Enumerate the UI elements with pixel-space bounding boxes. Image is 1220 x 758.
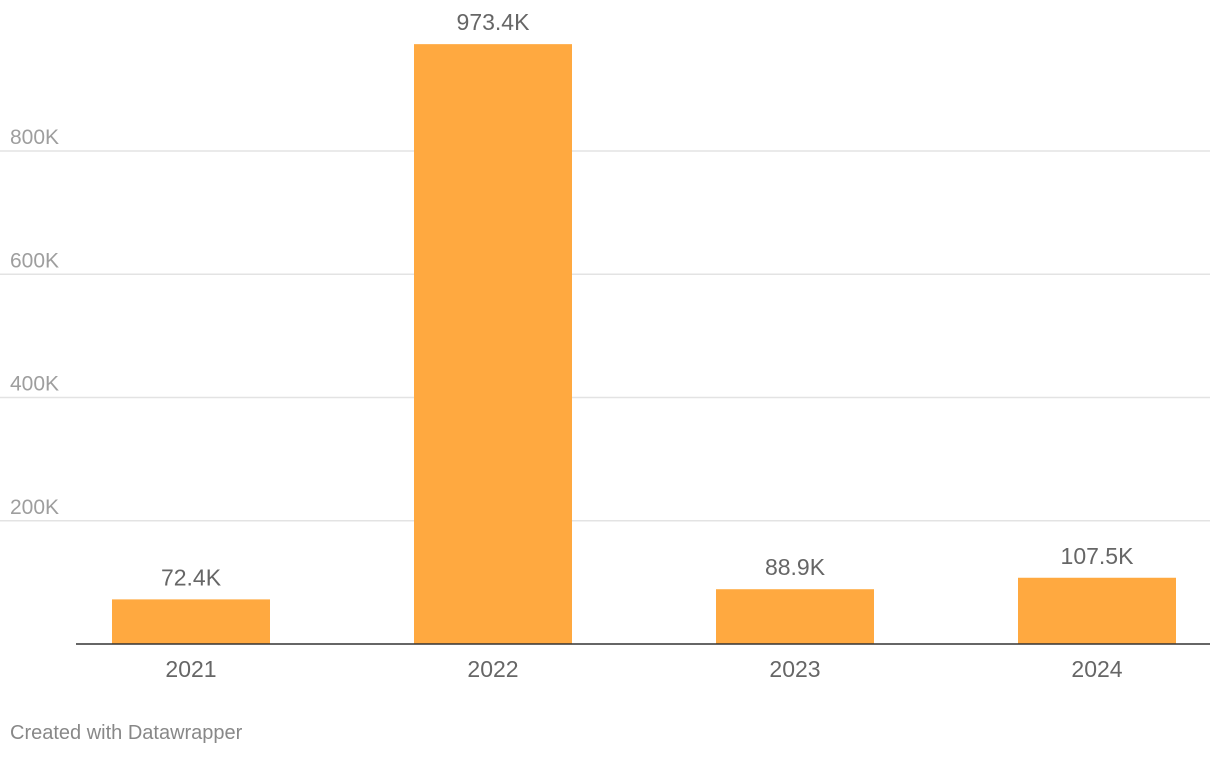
- x-tick-label-2022: 2022: [467, 656, 518, 682]
- y-tick-label: 600K: [10, 249, 59, 272]
- y-tick-label: 200K: [10, 496, 59, 519]
- x-tick-label-2023: 2023: [769, 656, 820, 682]
- y-axis-tick-labels: 200K 400K 600K 800K: [10, 126, 59, 519]
- x-tick-label-2021: 2021: [165, 656, 216, 682]
- bar-2023: [716, 589, 874, 644]
- value-label-2021: 72.4K: [161, 564, 222, 590]
- bar-2022: [414, 44, 572, 644]
- datawrapper-credit: Created with Datawrapper: [10, 722, 243, 744]
- value-label-2024: 107.5K: [1061, 543, 1135, 569]
- y-tick-label: 400K: [10, 373, 59, 396]
- bars: [112, 44, 1176, 644]
- y-gridlines: [0, 150, 1210, 522]
- value-label-2022: 973.4K: [457, 9, 531, 35]
- y-tick-label: 800K: [10, 126, 59, 149]
- value-label-2023: 88.9K: [765, 554, 826, 580]
- bar-2021: [112, 599, 270, 644]
- bar-value-labels: 72.4K 973.4K 88.9K 107.5K: [161, 9, 1134, 590]
- x-tick-label-2024: 2024: [1071, 656, 1122, 682]
- x-axis-tick-labels: 2021 2022 2023 2024: [165, 656, 1122, 682]
- bar-2024: [1018, 577, 1176, 644]
